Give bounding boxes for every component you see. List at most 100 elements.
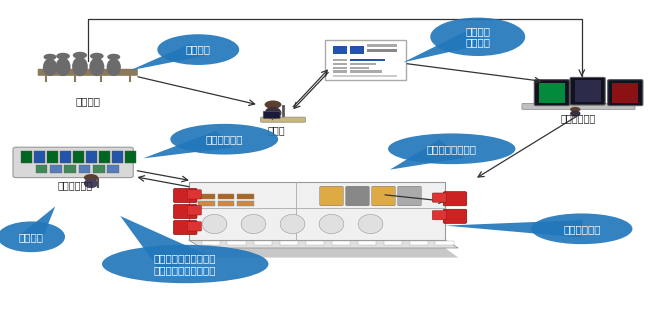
FancyBboxPatch shape [187, 190, 202, 199]
Ellipse shape [89, 58, 105, 76]
Circle shape [73, 52, 87, 59]
FancyBboxPatch shape [237, 194, 254, 199]
FancyBboxPatch shape [432, 193, 447, 202]
FancyBboxPatch shape [107, 165, 119, 173]
FancyBboxPatch shape [372, 186, 395, 206]
Text: 经营预警
报警系统: 经营预警 报警系统 [465, 26, 490, 48]
Polygon shape [188, 182, 445, 240]
FancyBboxPatch shape [398, 186, 421, 206]
Circle shape [107, 54, 120, 60]
Polygon shape [445, 220, 582, 237]
FancyBboxPatch shape [64, 165, 76, 173]
FancyBboxPatch shape [570, 77, 605, 105]
Ellipse shape [388, 133, 515, 164]
FancyBboxPatch shape [320, 186, 343, 206]
FancyBboxPatch shape [333, 59, 347, 61]
FancyBboxPatch shape [436, 241, 454, 245]
FancyBboxPatch shape [237, 201, 254, 206]
Ellipse shape [0, 221, 65, 252]
FancyBboxPatch shape [187, 222, 202, 231]
FancyBboxPatch shape [280, 241, 298, 245]
Circle shape [570, 107, 580, 112]
FancyBboxPatch shape [99, 151, 110, 163]
Polygon shape [143, 131, 233, 158]
Text: 生产管理中心: 生产管理中心 [57, 180, 92, 191]
FancyBboxPatch shape [350, 59, 385, 61]
FancyBboxPatch shape [410, 241, 428, 245]
Ellipse shape [55, 58, 71, 76]
FancyBboxPatch shape [21, 151, 32, 163]
FancyBboxPatch shape [612, 83, 638, 103]
Text: 生产统计汇报: 生产统计汇报 [205, 134, 243, 144]
Ellipse shape [570, 110, 580, 117]
FancyBboxPatch shape [534, 80, 569, 106]
FancyBboxPatch shape [202, 241, 220, 245]
FancyBboxPatch shape [79, 165, 90, 173]
Circle shape [44, 54, 57, 60]
FancyBboxPatch shape [333, 70, 347, 73]
Ellipse shape [280, 214, 305, 234]
FancyBboxPatch shape [367, 49, 396, 52]
FancyBboxPatch shape [432, 211, 447, 220]
FancyBboxPatch shape [306, 241, 324, 245]
Text: 制造成本监控: 制造成本监控 [563, 224, 601, 234]
FancyBboxPatch shape [38, 69, 138, 76]
Ellipse shape [202, 214, 227, 234]
FancyBboxPatch shape [125, 151, 136, 163]
FancyBboxPatch shape [350, 63, 376, 65]
FancyBboxPatch shape [443, 209, 467, 223]
FancyBboxPatch shape [539, 83, 565, 103]
FancyBboxPatch shape [198, 201, 214, 206]
FancyBboxPatch shape [350, 67, 369, 69]
FancyBboxPatch shape [93, 165, 105, 173]
Text: 生产任务: 生产任务 [19, 232, 44, 242]
Ellipse shape [170, 124, 278, 155]
FancyBboxPatch shape [218, 194, 234, 199]
FancyBboxPatch shape [333, 63, 347, 65]
FancyBboxPatch shape [332, 241, 350, 245]
Polygon shape [188, 248, 458, 258]
FancyBboxPatch shape [174, 204, 197, 219]
FancyBboxPatch shape [198, 194, 214, 199]
Text: 报价审查: 报价审查 [186, 44, 211, 55]
FancyBboxPatch shape [174, 188, 197, 203]
Ellipse shape [157, 34, 239, 65]
FancyBboxPatch shape [350, 70, 382, 73]
FancyBboxPatch shape [333, 75, 396, 77]
Ellipse shape [84, 179, 98, 188]
FancyBboxPatch shape [575, 80, 601, 102]
FancyBboxPatch shape [174, 220, 197, 235]
Ellipse shape [107, 59, 121, 76]
FancyBboxPatch shape [358, 241, 376, 245]
FancyBboxPatch shape [13, 147, 133, 178]
FancyBboxPatch shape [254, 241, 272, 245]
FancyBboxPatch shape [227, 241, 246, 245]
FancyBboxPatch shape [333, 67, 347, 69]
FancyBboxPatch shape [261, 117, 306, 122]
FancyBboxPatch shape [73, 151, 84, 163]
Ellipse shape [358, 214, 383, 234]
Polygon shape [20, 206, 55, 239]
FancyBboxPatch shape [384, 241, 402, 245]
FancyBboxPatch shape [333, 46, 347, 54]
FancyBboxPatch shape [522, 103, 635, 109]
Text: 销售中心: 销售中心 [75, 96, 100, 106]
FancyBboxPatch shape [325, 40, 406, 80]
FancyBboxPatch shape [367, 44, 396, 47]
FancyBboxPatch shape [187, 206, 202, 215]
FancyBboxPatch shape [50, 165, 62, 173]
Text: 总经理: 总经理 [267, 125, 285, 136]
FancyBboxPatch shape [350, 46, 364, 54]
Text: 成本审计中心: 成本审计中心 [561, 113, 596, 124]
Ellipse shape [72, 57, 88, 76]
FancyBboxPatch shape [443, 192, 467, 206]
Ellipse shape [43, 59, 57, 76]
Text: 制造成本统计汇报: 制造成本统计汇报 [427, 144, 476, 154]
FancyBboxPatch shape [86, 151, 97, 163]
FancyBboxPatch shape [34, 151, 45, 163]
Circle shape [56, 53, 70, 60]
Polygon shape [403, 30, 488, 62]
FancyBboxPatch shape [47, 151, 58, 163]
Polygon shape [390, 140, 464, 170]
FancyBboxPatch shape [608, 80, 643, 106]
